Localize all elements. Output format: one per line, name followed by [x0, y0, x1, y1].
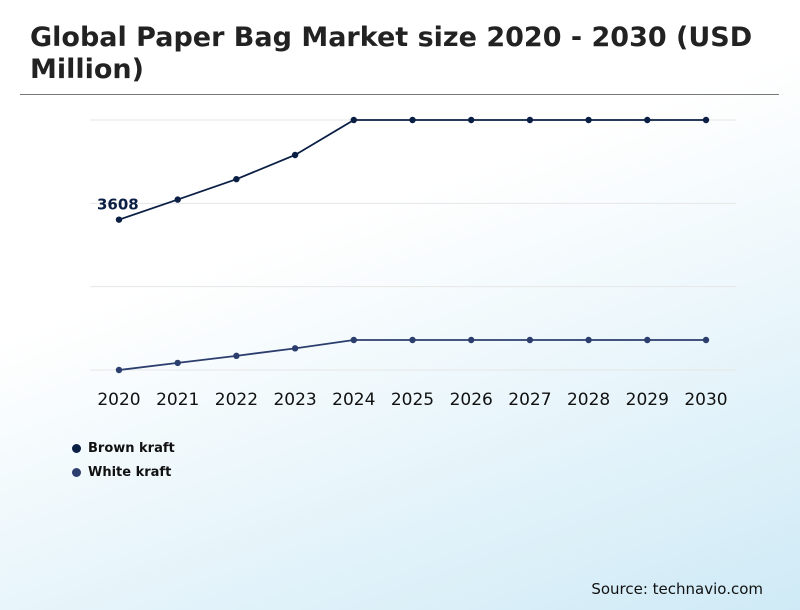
series-line	[118, 119, 706, 221]
x-axis-tick-labels: 2020 2021 2022 2023 2024 2025 2026 2027 2028 2029…	[97, 390, 727, 410]
legend-marker-icon	[72, 443, 81, 453]
x-tick-label: 2020	[97, 390, 140, 410]
x-tick-label: 2027	[508, 390, 551, 410]
x-tick-label: 2023	[273, 390, 316, 410]
data-point	[526, 116, 534, 124]
x-tick-label: 2030	[684, 390, 727, 410]
legend-label: White kraft	[88, 464, 172, 480]
data-point	[174, 359, 181, 367]
data-point	[468, 336, 475, 344]
grid-lines	[90, 119, 736, 371]
source-credit: Source: technavio.com	[591, 580, 763, 598]
legend-item: Brown kraft	[72, 436, 175, 460]
data-point	[644, 116, 651, 124]
x-tick-label: 2021	[156, 390, 199, 410]
data-point	[233, 352, 240, 360]
series-brown-kraft	[115, 116, 710, 223]
series-white-kraft	[115, 336, 710, 374]
series-layer	[115, 116, 710, 374]
x-tick-label: 2028	[567, 390, 610, 410]
x-tick-label: 2022	[215, 390, 258, 410]
data-point	[115, 366, 123, 374]
data-point	[115, 216, 123, 223]
data-point	[174, 196, 181, 203]
data-point	[702, 116, 710, 124]
data-point	[409, 116, 416, 124]
legend-marker-icon	[72, 467, 81, 477]
data-point	[350, 336, 357, 344]
data-point	[585, 336, 592, 344]
data-point	[702, 336, 710, 344]
data-point	[350, 116, 357, 124]
data-point	[409, 336, 416, 344]
series-line	[118, 339, 706, 371]
legend-item: White kraft	[72, 460, 175, 484]
data-point	[585, 116, 592, 124]
legend-label: Brown kraft	[88, 440, 175, 456]
data-point	[291, 151, 299, 159]
x-tick-label: 2025	[391, 390, 434, 410]
data-point	[291, 345, 299, 352]
x-tick-label: 2029	[626, 390, 669, 410]
x-tick-label: 2026	[450, 390, 493, 410]
x-tick-label: 2024	[332, 390, 375, 410]
title-divider	[20, 94, 779, 95]
annotation-layer: 3608	[97, 196, 139, 214]
data-point	[526, 336, 534, 344]
legend: Brown kraft White kraft	[72, 436, 175, 484]
data-point	[233, 175, 240, 183]
chart-title: Global Paper Bag Market size 2020 - 2030…	[30, 22, 753, 85]
data-point	[468, 116, 475, 124]
data-point	[644, 336, 651, 344]
data-label: 3608	[97, 196, 139, 214]
